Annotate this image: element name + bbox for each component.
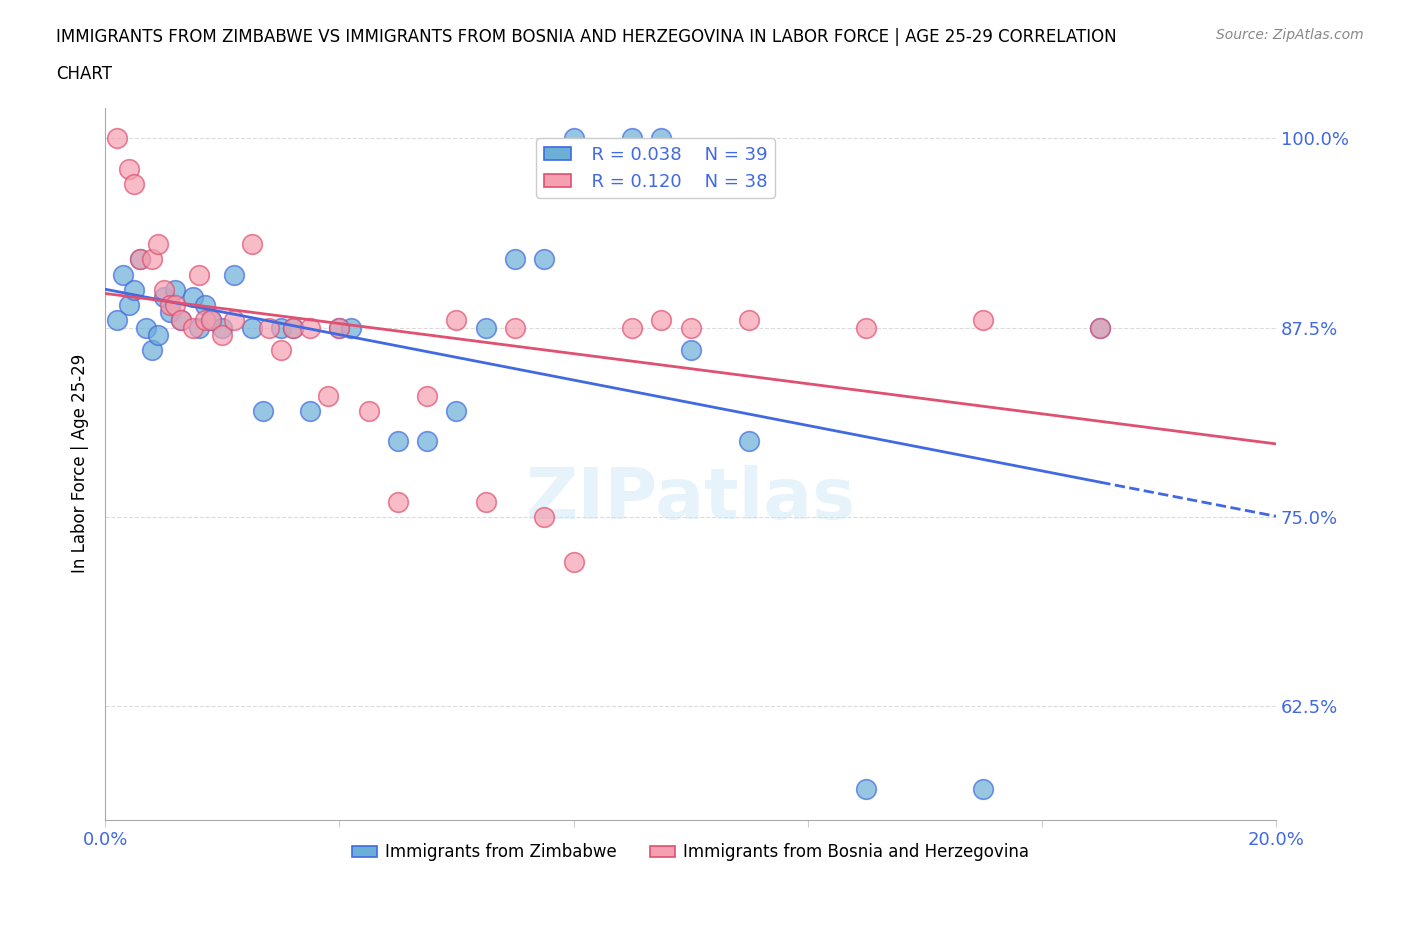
Point	[650, 131, 672, 146]
Point	[503, 252, 526, 267]
Point	[165, 298, 187, 312]
Text: CHART: CHART	[56, 65, 112, 83]
Point	[621, 131, 644, 146]
Point	[738, 433, 761, 448]
Point	[387, 494, 409, 509]
Point	[159, 298, 181, 312]
Point	[1090, 320, 1112, 335]
Point	[270, 320, 292, 335]
Point	[111, 267, 134, 282]
Point	[170, 312, 193, 327]
Point	[141, 343, 163, 358]
Point	[152, 290, 174, 305]
Point	[211, 320, 233, 335]
Point	[194, 298, 217, 312]
Text: Source: ZipAtlas.com: Source: ZipAtlas.com	[1216, 28, 1364, 42]
Point	[187, 267, 209, 282]
Point	[328, 320, 350, 335]
Point	[299, 320, 322, 335]
Point	[738, 312, 761, 327]
Point	[129, 252, 152, 267]
Point	[650, 312, 672, 327]
Point	[621, 320, 644, 335]
Point	[211, 327, 233, 342]
Point	[972, 312, 994, 327]
Point	[474, 320, 496, 335]
Point	[533, 252, 555, 267]
Point	[200, 312, 222, 327]
Point	[200, 312, 222, 327]
Point	[387, 433, 409, 448]
Point	[135, 320, 157, 335]
Text: IMMIGRANTS FROM ZIMBABWE VS IMMIGRANTS FROM BOSNIA AND HERZEGOVINA IN LABOR FORC: IMMIGRANTS FROM ZIMBABWE VS IMMIGRANTS F…	[56, 28, 1116, 46]
Point	[679, 320, 702, 335]
Point	[240, 237, 263, 252]
Point	[124, 282, 146, 297]
Point	[146, 237, 169, 252]
Point	[281, 320, 304, 335]
Point	[117, 161, 139, 176]
Point	[222, 312, 245, 327]
Point	[124, 177, 146, 192]
Point	[340, 320, 363, 335]
Point	[416, 388, 439, 403]
Legend: Immigrants from Zimbabwe, Immigrants from Bosnia and Herzegovina: Immigrants from Zimbabwe, Immigrants fro…	[344, 837, 1036, 868]
Point	[222, 267, 245, 282]
Point	[194, 312, 217, 327]
Point	[105, 312, 128, 327]
Text: ZIPatlas: ZIPatlas	[526, 465, 856, 534]
Point	[270, 343, 292, 358]
Point	[416, 433, 439, 448]
Point	[117, 298, 139, 312]
Point	[972, 782, 994, 797]
Point	[316, 388, 339, 403]
Point	[181, 320, 204, 335]
Point	[152, 282, 174, 297]
Point	[159, 305, 181, 320]
Point	[328, 320, 350, 335]
Point	[1090, 320, 1112, 335]
Point	[105, 131, 128, 146]
Point	[474, 494, 496, 509]
Point	[187, 320, 209, 335]
Point	[446, 312, 468, 327]
Point	[181, 290, 204, 305]
Point	[679, 343, 702, 358]
Point	[165, 282, 187, 297]
Point	[855, 320, 877, 335]
Point	[562, 554, 585, 569]
Point	[446, 404, 468, 418]
Point	[257, 320, 280, 335]
Point	[281, 320, 304, 335]
Point	[240, 320, 263, 335]
Point	[146, 327, 169, 342]
Point	[299, 404, 322, 418]
Point	[562, 131, 585, 146]
Point	[141, 252, 163, 267]
Y-axis label: In Labor Force | Age 25-29: In Labor Force | Age 25-29	[72, 354, 89, 574]
Point	[129, 252, 152, 267]
Point	[252, 404, 274, 418]
Point	[357, 404, 380, 418]
Point	[855, 782, 877, 797]
Point	[503, 320, 526, 335]
Point	[170, 312, 193, 327]
Point	[533, 510, 555, 525]
